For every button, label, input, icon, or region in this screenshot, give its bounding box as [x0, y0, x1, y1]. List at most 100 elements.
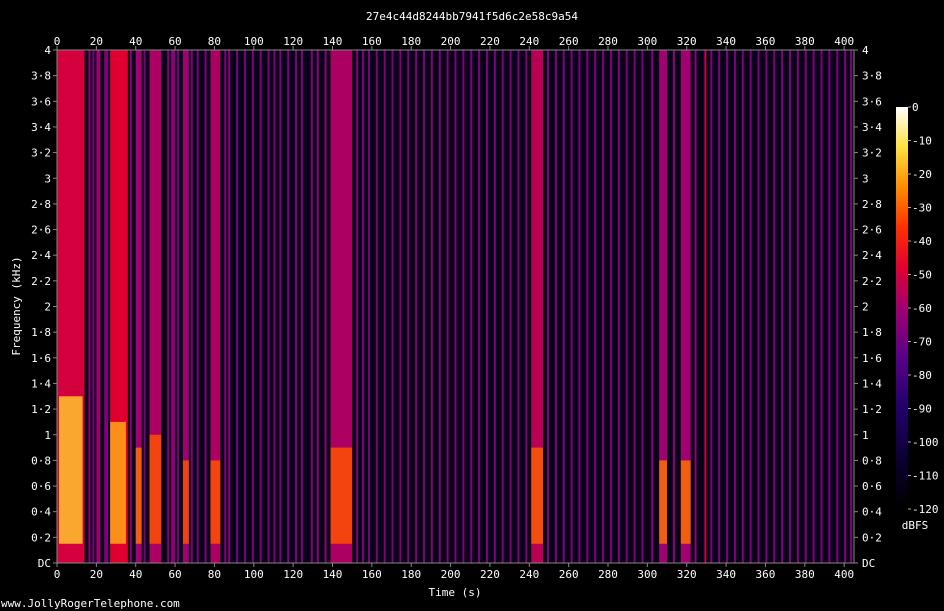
spectrogram-band [617, 50, 620, 563]
spectrogram-band [367, 50, 370, 563]
low-frequency-peak [531, 447, 544, 544]
spectrogram-band [243, 50, 246, 563]
spectrogram-band [625, 50, 628, 563]
low-frequency-peak [135, 447, 142, 544]
spectrogram-band [259, 50, 262, 563]
y-tick-label: 3·2 [31, 147, 51, 160]
chart-title: 27e4c44d8244bb7941f5d6c2e58c9a54 [366, 10, 578, 23]
y-tick-label-right: 2 [862, 301, 869, 314]
x-tick-label: 140 [323, 568, 343, 581]
spectrogram-band [804, 50, 807, 563]
y-tick-label-right: 0·6 [862, 480, 882, 493]
x-axis: 0 0 20 20 40 40 60 60 80 80 100 100 120 120 140 140 160 1… [54, 35, 854, 581]
y-tick-label-right: 3 [862, 172, 869, 185]
spectrogram-band [562, 50, 565, 563]
y-axis-label: Frequency (kHz) [10, 256, 23, 355]
spectrogram-band [812, 50, 815, 563]
y-tick-label-right: 3·4 [862, 121, 882, 134]
spectrogram-band [391, 50, 394, 563]
spectrogram-band [554, 50, 557, 563]
spectrogram-band [462, 50, 465, 563]
x-tick-label: 400 [834, 568, 854, 581]
y-tick-label-right: 0·4 [862, 506, 882, 519]
spectrogram-band [454, 50, 457, 563]
colorbar-tick-label: -100 [912, 436, 939, 449]
spectrogram-band [633, 50, 636, 563]
colorbar-tick-label: -10 [912, 135, 932, 148]
low-frequency-peak [182, 460, 189, 544]
x-tick-label-top: 220 [480, 35, 500, 48]
spectrogram-band [430, 50, 433, 563]
colorbar-axis: 0 -10 -20 -30 -40 -50 -60 -70 -80 -90 -100 -110 -120 [908, 101, 939, 516]
spectrogram-band [594, 50, 597, 563]
spectrogram-band [190, 50, 193, 563]
y-tick-label: 2 [44, 301, 51, 314]
spectrogram-band [129, 50, 132, 563]
spectrogram-band [578, 50, 581, 563]
spectrogram-band [659, 50, 668, 563]
colorbar-tick-label: -110 [912, 470, 939, 483]
y-tick-label-right: 1·6 [862, 352, 882, 365]
spectrogram-band [672, 50, 675, 563]
spectrogram-band [850, 50, 853, 563]
spectrogram-band [547, 50, 549, 563]
x-tick-label-top: 60 [168, 35, 181, 48]
spectrogram-band [92, 50, 95, 563]
spectrogram-band [641, 50, 644, 563]
spectrogram-band [501, 50, 504, 563]
spectrogram-band [517, 50, 520, 563]
spectrogram-band [531, 50, 544, 563]
x-tick-label-top: 20 [90, 35, 103, 48]
spectrogram-band [718, 50, 721, 563]
x-tick-label: 160 [362, 568, 382, 581]
y-tick-label: 4 [44, 44, 51, 57]
y-tick-label: 0·2 [31, 531, 51, 544]
y-tick-label: 1 [44, 429, 51, 442]
x-tick-label-top: 40 [129, 35, 142, 48]
x-tick-label-top: 260 [559, 35, 579, 48]
spectrogram-band [828, 50, 831, 563]
x-tick-label-top: 200 [441, 35, 461, 48]
spectrogram-band [680, 50, 691, 563]
x-tick-label: 60 [168, 568, 181, 581]
spectrogram-band [609, 50, 612, 563]
y-tick-label-right: DC [862, 557, 875, 570]
y-tick-label-right: 1 [862, 429, 869, 442]
y-tick-label-right: 1·4 [862, 377, 882, 390]
y-tick-label: 2·6 [31, 224, 51, 237]
spectrogram-marks [57, 50, 853, 563]
y-tick-label-right: 0·8 [862, 454, 882, 467]
spectrogram-band [204, 50, 207, 563]
x-tick-label: 80 [208, 568, 221, 581]
y-tick-label: 1·6 [31, 352, 51, 365]
x-tick-label: 120 [283, 568, 303, 581]
spectrogram-band [287, 50, 290, 563]
low-frequency-peak [680, 460, 691, 544]
spectrogram-band [228, 50, 231, 563]
spectrogram-band [478, 50, 481, 563]
colorbar-tick-label: -90 [912, 403, 932, 416]
y-tick-label-right: 3·8 [862, 70, 882, 83]
spectrogram-band [773, 50, 776, 563]
y-tick-label-right: 1·8 [862, 326, 882, 339]
spectrogram-band [135, 50, 142, 563]
x-tick-label: 380 [795, 568, 815, 581]
y-tick-label: 0·4 [31, 506, 51, 519]
y-tick-label: 0·8 [31, 454, 51, 467]
spectrogram-band [104, 50, 109, 563]
x-tick-label: 280 [598, 568, 618, 581]
x-tick-label: 240 [519, 568, 539, 581]
y-tick-label-right: 2·2 [862, 275, 882, 288]
spectrogram-band [301, 50, 303, 563]
y-tick-label: 1·2 [31, 403, 51, 416]
spectrogram-band [316, 50, 319, 563]
spectrogram-band [362, 50, 364, 563]
spectrogram-band [251, 50, 254, 563]
x-tick-label: 340 [716, 568, 736, 581]
y-tick-label-right: 2·6 [862, 224, 882, 237]
spectrogram-band [796, 50, 799, 563]
y-tick-label-right: 0·2 [862, 531, 882, 544]
y-tick-label-right: 4 [862, 44, 869, 57]
spectrogram-band [602, 50, 605, 563]
